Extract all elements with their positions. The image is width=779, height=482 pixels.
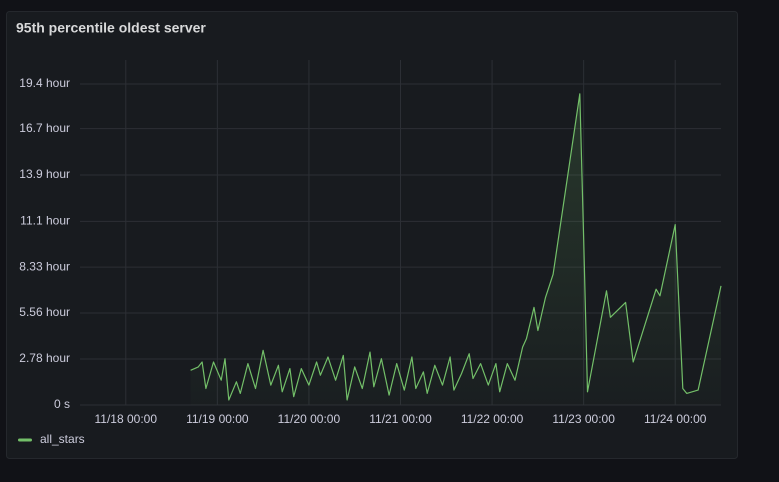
legend-label: all_stars <box>40 432 85 446</box>
x-tick-label: 11/24 00:00 <box>644 412 707 426</box>
x-tick-label: 11/18 00:00 <box>95 412 158 426</box>
y-tick-label: 11.1 hour <box>20 214 70 228</box>
y-tick-label: 16.7 hour <box>19 121 70 135</box>
y-tick-label: 5.56 hour <box>19 305 70 319</box>
y-tick-label: 8.33 hour <box>19 259 70 273</box>
x-tick-label: 11/22 00:00 <box>461 412 524 426</box>
y-tick-label: 2.78 hour <box>19 351 70 365</box>
y-tick-label: 19.4 hour <box>19 76 70 90</box>
legend-swatch <box>18 438 32 442</box>
area-fill <box>190 93 722 406</box>
x-tick-label: 11/19 00:00 <box>186 412 249 426</box>
chart-title: 95th percentile oldest server <box>16 20 206 36</box>
x-tick-label: 11/20 00:00 <box>278 412 341 426</box>
x-tick-label: 11/21 00:00 <box>369 412 432 426</box>
series-line <box>190 93 722 401</box>
y-tick-label: 13.9 hour <box>19 167 70 181</box>
y-tick-label: 0 s <box>54 397 70 411</box>
x-tick-label: 11/23 00:00 <box>552 412 615 426</box>
